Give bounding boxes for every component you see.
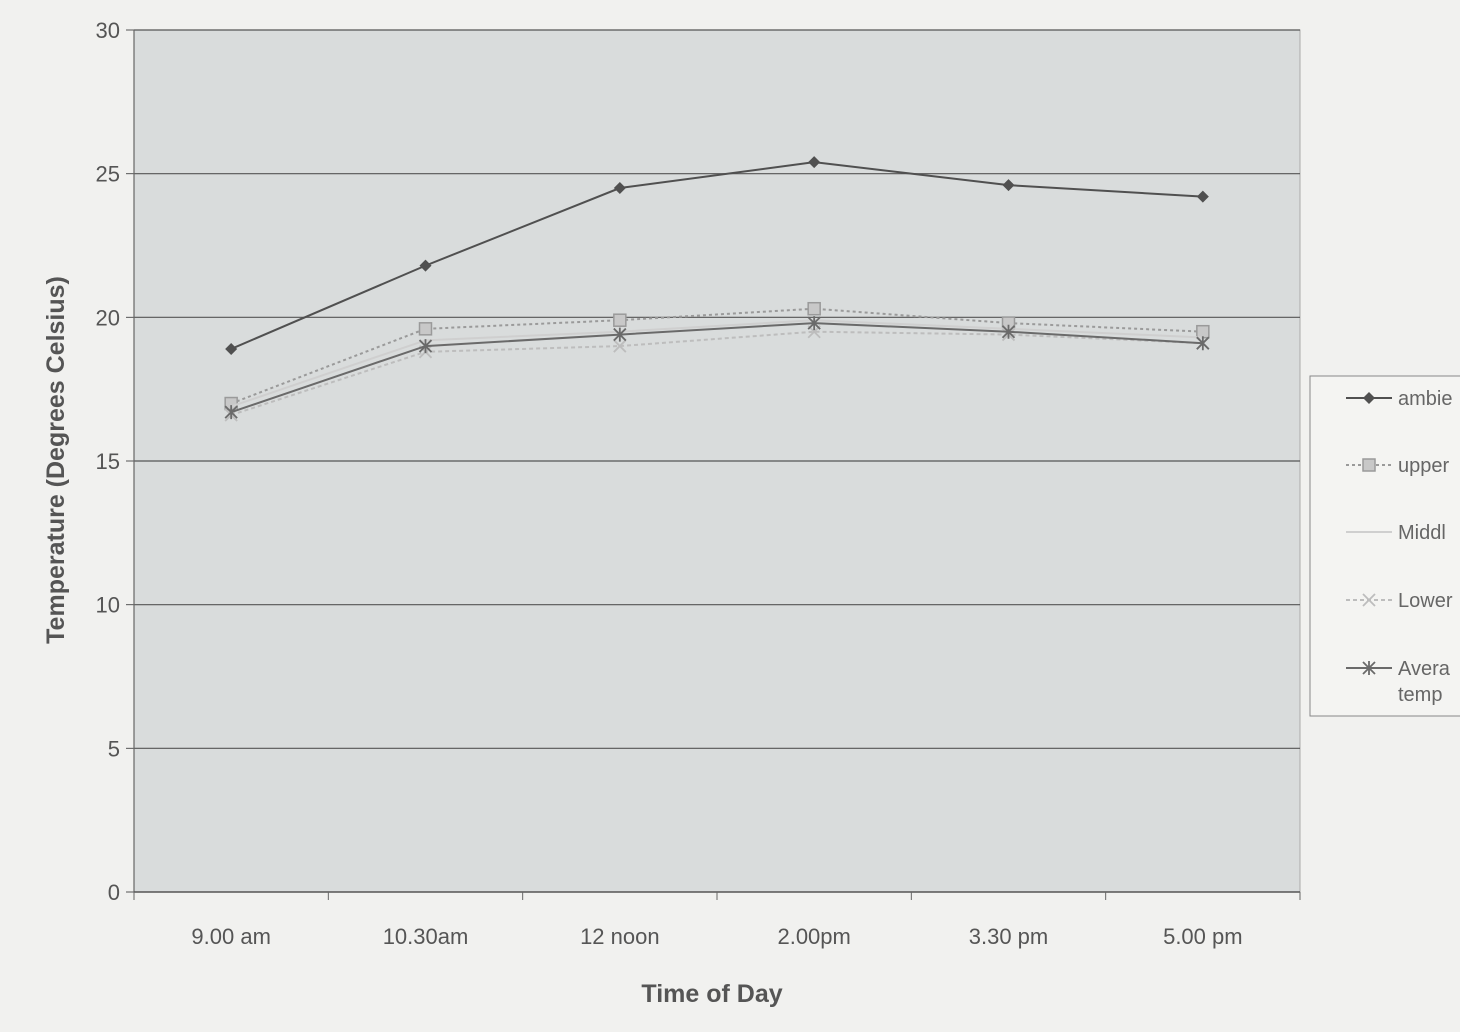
legend-entry: Lower (1346, 590, 1453, 612)
legend-label: Lower (1398, 590, 1453, 612)
legend-entry: Middl (1346, 522, 1446, 544)
y-axis-title: Temperature (Degrees Celsius) (42, 276, 70, 644)
x-tick-label: 9.00 am (191, 924, 271, 949)
x-tick-label: 5.00 pm (1163, 924, 1243, 949)
data-point (225, 342, 238, 355)
series-line (230, 161, 1203, 350)
data-point (418, 322, 433, 336)
axes: 0 5 10 15 20 25 30 9.00 am 10.30am 12 noon 2.00pm 3… (96, 18, 1301, 949)
y-tick-label: 0 (108, 880, 120, 905)
data-point (1196, 190, 1209, 203)
y-tick-label: 10 (96, 593, 120, 618)
legend-box (1309, 375, 1460, 717)
x-tick-label: 3.30 pm (969, 924, 1049, 949)
legend-label: ambie (1398, 388, 1452, 410)
series-1 (225, 156, 1209, 355)
data-point (613, 327, 627, 342)
data-point (613, 339, 627, 353)
data-point (613, 182, 626, 195)
data-point (224, 405, 238, 420)
series-line (230, 319, 1203, 408)
x-axis-title: Time of Day (641, 980, 782, 1008)
data-point (419, 259, 432, 272)
legend-marker (1362, 458, 1376, 472)
x-tick-label: 10.30am (383, 924, 469, 949)
legend-label: Middl (1398, 522, 1446, 544)
data-point (807, 301, 821, 316)
legend-label: temp (1398, 684, 1442, 706)
data-point (1002, 179, 1015, 192)
legend-entries: ambie upper Middl Lower Avera temp (1346, 388, 1453, 706)
y-tick-label: 20 (96, 305, 120, 330)
data-point (1196, 324, 1210, 339)
y-tick-label: 15 (96, 449, 120, 474)
data-point (418, 339, 433, 354)
x-tick-label: 12 noon (580, 924, 660, 949)
series-line (230, 307, 1203, 405)
y-tick-label: 30 (96, 18, 120, 43)
x-tick-label: 2.00pm (777, 924, 850, 949)
data-point (1001, 324, 1016, 339)
gridlines (134, 29, 1300, 749)
series-5 (224, 316, 1210, 420)
y-tick-label: 5 (108, 736, 120, 761)
series-line (230, 322, 1203, 414)
series-2 (224, 301, 1210, 411)
series-line (230, 330, 1203, 416)
series-3 (230, 319, 1203, 408)
legend-entry: upper (1346, 455, 1449, 477)
series-lines (224, 156, 1210, 422)
legend-marker (1362, 593, 1376, 607)
legend-entry: Avera temp (1346, 658, 1451, 706)
legend-label: upper (1398, 455, 1449, 477)
y-tick-label: 25 (96, 162, 120, 187)
legend-marker (1362, 661, 1376, 675)
data-point (808, 156, 821, 169)
legend: ambie upper Middl Lower Avera temp (1309, 375, 1460, 717)
data-point (807, 316, 821, 331)
legend-entry: ambie (1346, 388, 1452, 410)
legend-label: Avera (1398, 658, 1451, 680)
data-point (613, 313, 627, 327)
legend-marker (1363, 392, 1375, 404)
data-point (1196, 336, 1210, 351)
